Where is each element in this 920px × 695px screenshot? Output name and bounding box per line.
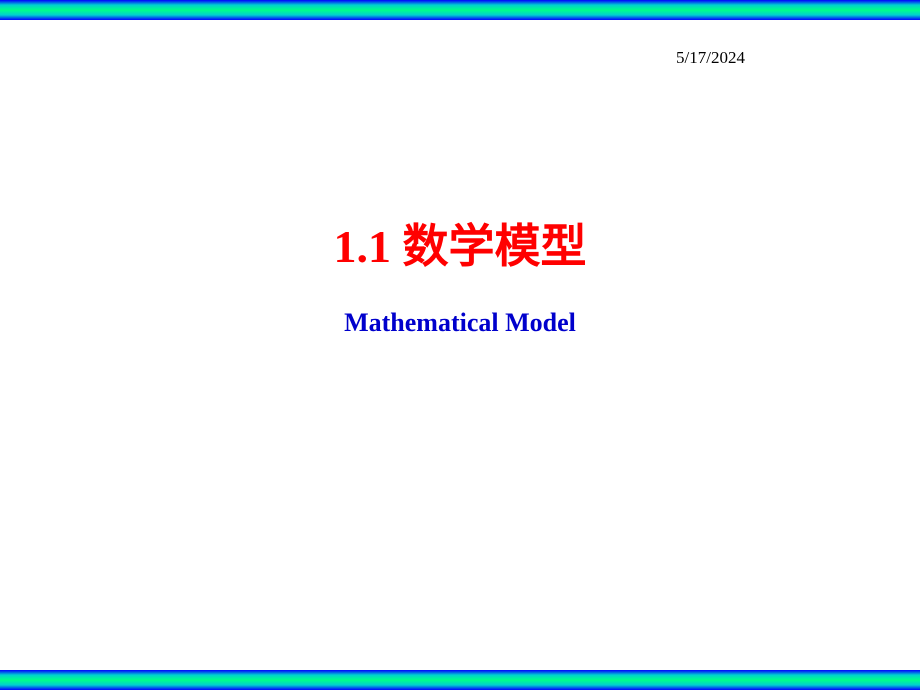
main-title: 1.1 数学模型	[0, 210, 920, 276]
subtitle: Mathematical Model	[0, 308, 920, 338]
top-gradient-bar	[0, 0, 920, 20]
date-text: 5/17/2024	[676, 48, 745, 68]
bottom-gradient-bar	[0, 670, 920, 690]
